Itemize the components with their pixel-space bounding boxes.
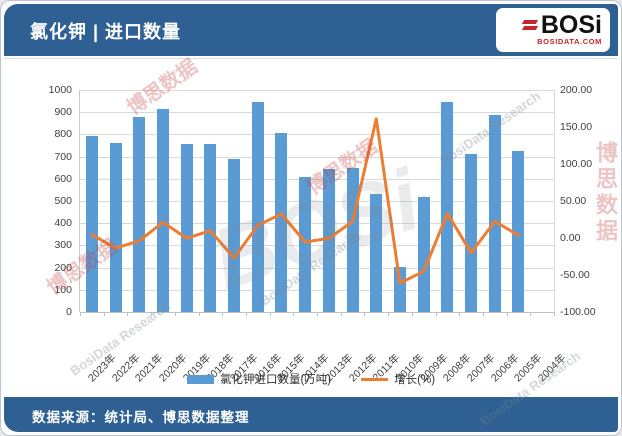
x-tick bbox=[482, 312, 484, 316]
bar-2006年 bbox=[488, 114, 501, 312]
x-tick bbox=[411, 312, 413, 316]
right-tick-50: 50.00 bbox=[560, 195, 587, 207]
x-tick bbox=[435, 312, 437, 316]
legend-item-bars: 氯化钾进口数量(万吨) bbox=[186, 371, 332, 387]
right-tick-200: 200.00 bbox=[560, 84, 593, 96]
right-tick-150: 150.00 bbox=[560, 121, 593, 133]
gridline-100 bbox=[80, 289, 554, 291]
line-series-label: 增长(%) bbox=[394, 374, 436, 386]
x-tick bbox=[269, 312, 271, 316]
bar-2019年 bbox=[180, 144, 193, 312]
x-tick bbox=[340, 312, 342, 316]
gridline-300 bbox=[80, 245, 554, 247]
x-tick bbox=[530, 312, 532, 316]
logo-domain: BOSIDATA.COM bbox=[537, 37, 602, 46]
x-tick bbox=[222, 312, 224, 316]
bar-2014年 bbox=[299, 176, 312, 312]
x-tick bbox=[198, 312, 200, 316]
bar-2017年 bbox=[228, 158, 241, 312]
x-tick bbox=[317, 312, 318, 316]
x-tick bbox=[245, 312, 247, 316]
left-tick-100: 100 bbox=[54, 283, 72, 296]
bar-2010年 bbox=[393, 266, 406, 312]
gridline-700 bbox=[80, 156, 554, 158]
right-tick-0: 0.00 bbox=[560, 232, 581, 244]
data-source: 数据来源：统计局、博思数据整理 bbox=[32, 410, 250, 425]
header-bar: 氯化钾 | 进口数量 BOSi BOSIDATA.COM bbox=[4, 4, 618, 56]
left-tick-600: 600 bbox=[54, 172, 72, 185]
chart-area: 0 100 200 300 400 500 600 700 800 900 1000 200.00 1… bbox=[4, 58, 618, 397]
x-tick bbox=[554, 312, 555, 316]
page-title: 氯化钾 | 进口数量 bbox=[30, 22, 182, 42]
bar-2008年 bbox=[441, 102, 454, 312]
bar-series-label: 氯化钾进口数量(万吨) bbox=[219, 374, 332, 386]
gridline-400 bbox=[80, 223, 554, 225]
right-tick--50: -50.00 bbox=[560, 269, 590, 281]
bar-2015年 bbox=[275, 132, 288, 312]
gridline-900 bbox=[80, 112, 554, 114]
bar-2013年 bbox=[322, 168, 335, 312]
x-tick bbox=[151, 312, 153, 316]
left-tick-400: 400 bbox=[54, 217, 72, 230]
gridline-1000 bbox=[80, 90, 554, 91]
growth-line bbox=[90, 117, 520, 285]
bar-2020年 bbox=[156, 108, 169, 312]
bar-series-swatch bbox=[186, 374, 214, 384]
bar-2022年 bbox=[109, 143, 122, 312]
left-tick-500: 500 bbox=[54, 195, 72, 207]
bar-2021年 bbox=[133, 116, 146, 312]
left-tick-1000: 1000 bbox=[48, 84, 72, 96]
bar-2011年 bbox=[370, 194, 383, 312]
logo-wordmark: BOSi bbox=[540, 11, 602, 39]
right-tick--100: -100.00 bbox=[560, 306, 596, 318]
bosi-logo: BOSi BOSIDATA.COM bbox=[496, 8, 610, 52]
legend: 氯化钾进口数量(万吨) 增长(%) bbox=[4, 371, 618, 387]
logo-stripes-icon bbox=[521, 20, 539, 30]
x-tick bbox=[80, 312, 81, 316]
left-tick-0: 0 bbox=[66, 306, 72, 318]
gridline-800 bbox=[80, 134, 554, 136]
x-tick bbox=[127, 312, 129, 316]
x-tick bbox=[103, 312, 105, 316]
gridline-200 bbox=[80, 267, 554, 269]
x-tick bbox=[459, 312, 461, 316]
bar-2005年 bbox=[512, 151, 525, 312]
left-tick-300: 300 bbox=[54, 239, 72, 252]
x-tick bbox=[388, 312, 390, 316]
bar-2009年 bbox=[417, 196, 430, 312]
bar-2007年 bbox=[465, 154, 478, 312]
x-tick bbox=[293, 312, 295, 316]
bar-2023年 bbox=[85, 135, 98, 312]
left-tick-900: 900 bbox=[54, 106, 72, 119]
x-tick bbox=[506, 312, 508, 316]
bar-2018年 bbox=[204, 143, 217, 312]
line-series-swatch bbox=[361, 377, 389, 381]
left-tick-200: 200 bbox=[54, 261, 72, 274]
footer-bar: 数据来源：统计局、博思数据整理 bbox=[4, 397, 618, 432]
right-tick-100: 100.00 bbox=[560, 158, 593, 170]
left-tick-800: 800 bbox=[54, 128, 72, 141]
bar-2016年 bbox=[251, 102, 264, 312]
left-tick-700: 700 bbox=[54, 150, 72, 163]
gridline-600 bbox=[80, 178, 554, 180]
x-tick bbox=[364, 312, 366, 316]
gridline-500 bbox=[80, 201, 554, 202]
plot-area bbox=[79, 90, 555, 316]
x-tick bbox=[174, 312, 176, 316]
legend-item-line: 增长(%) bbox=[361, 371, 435, 387]
